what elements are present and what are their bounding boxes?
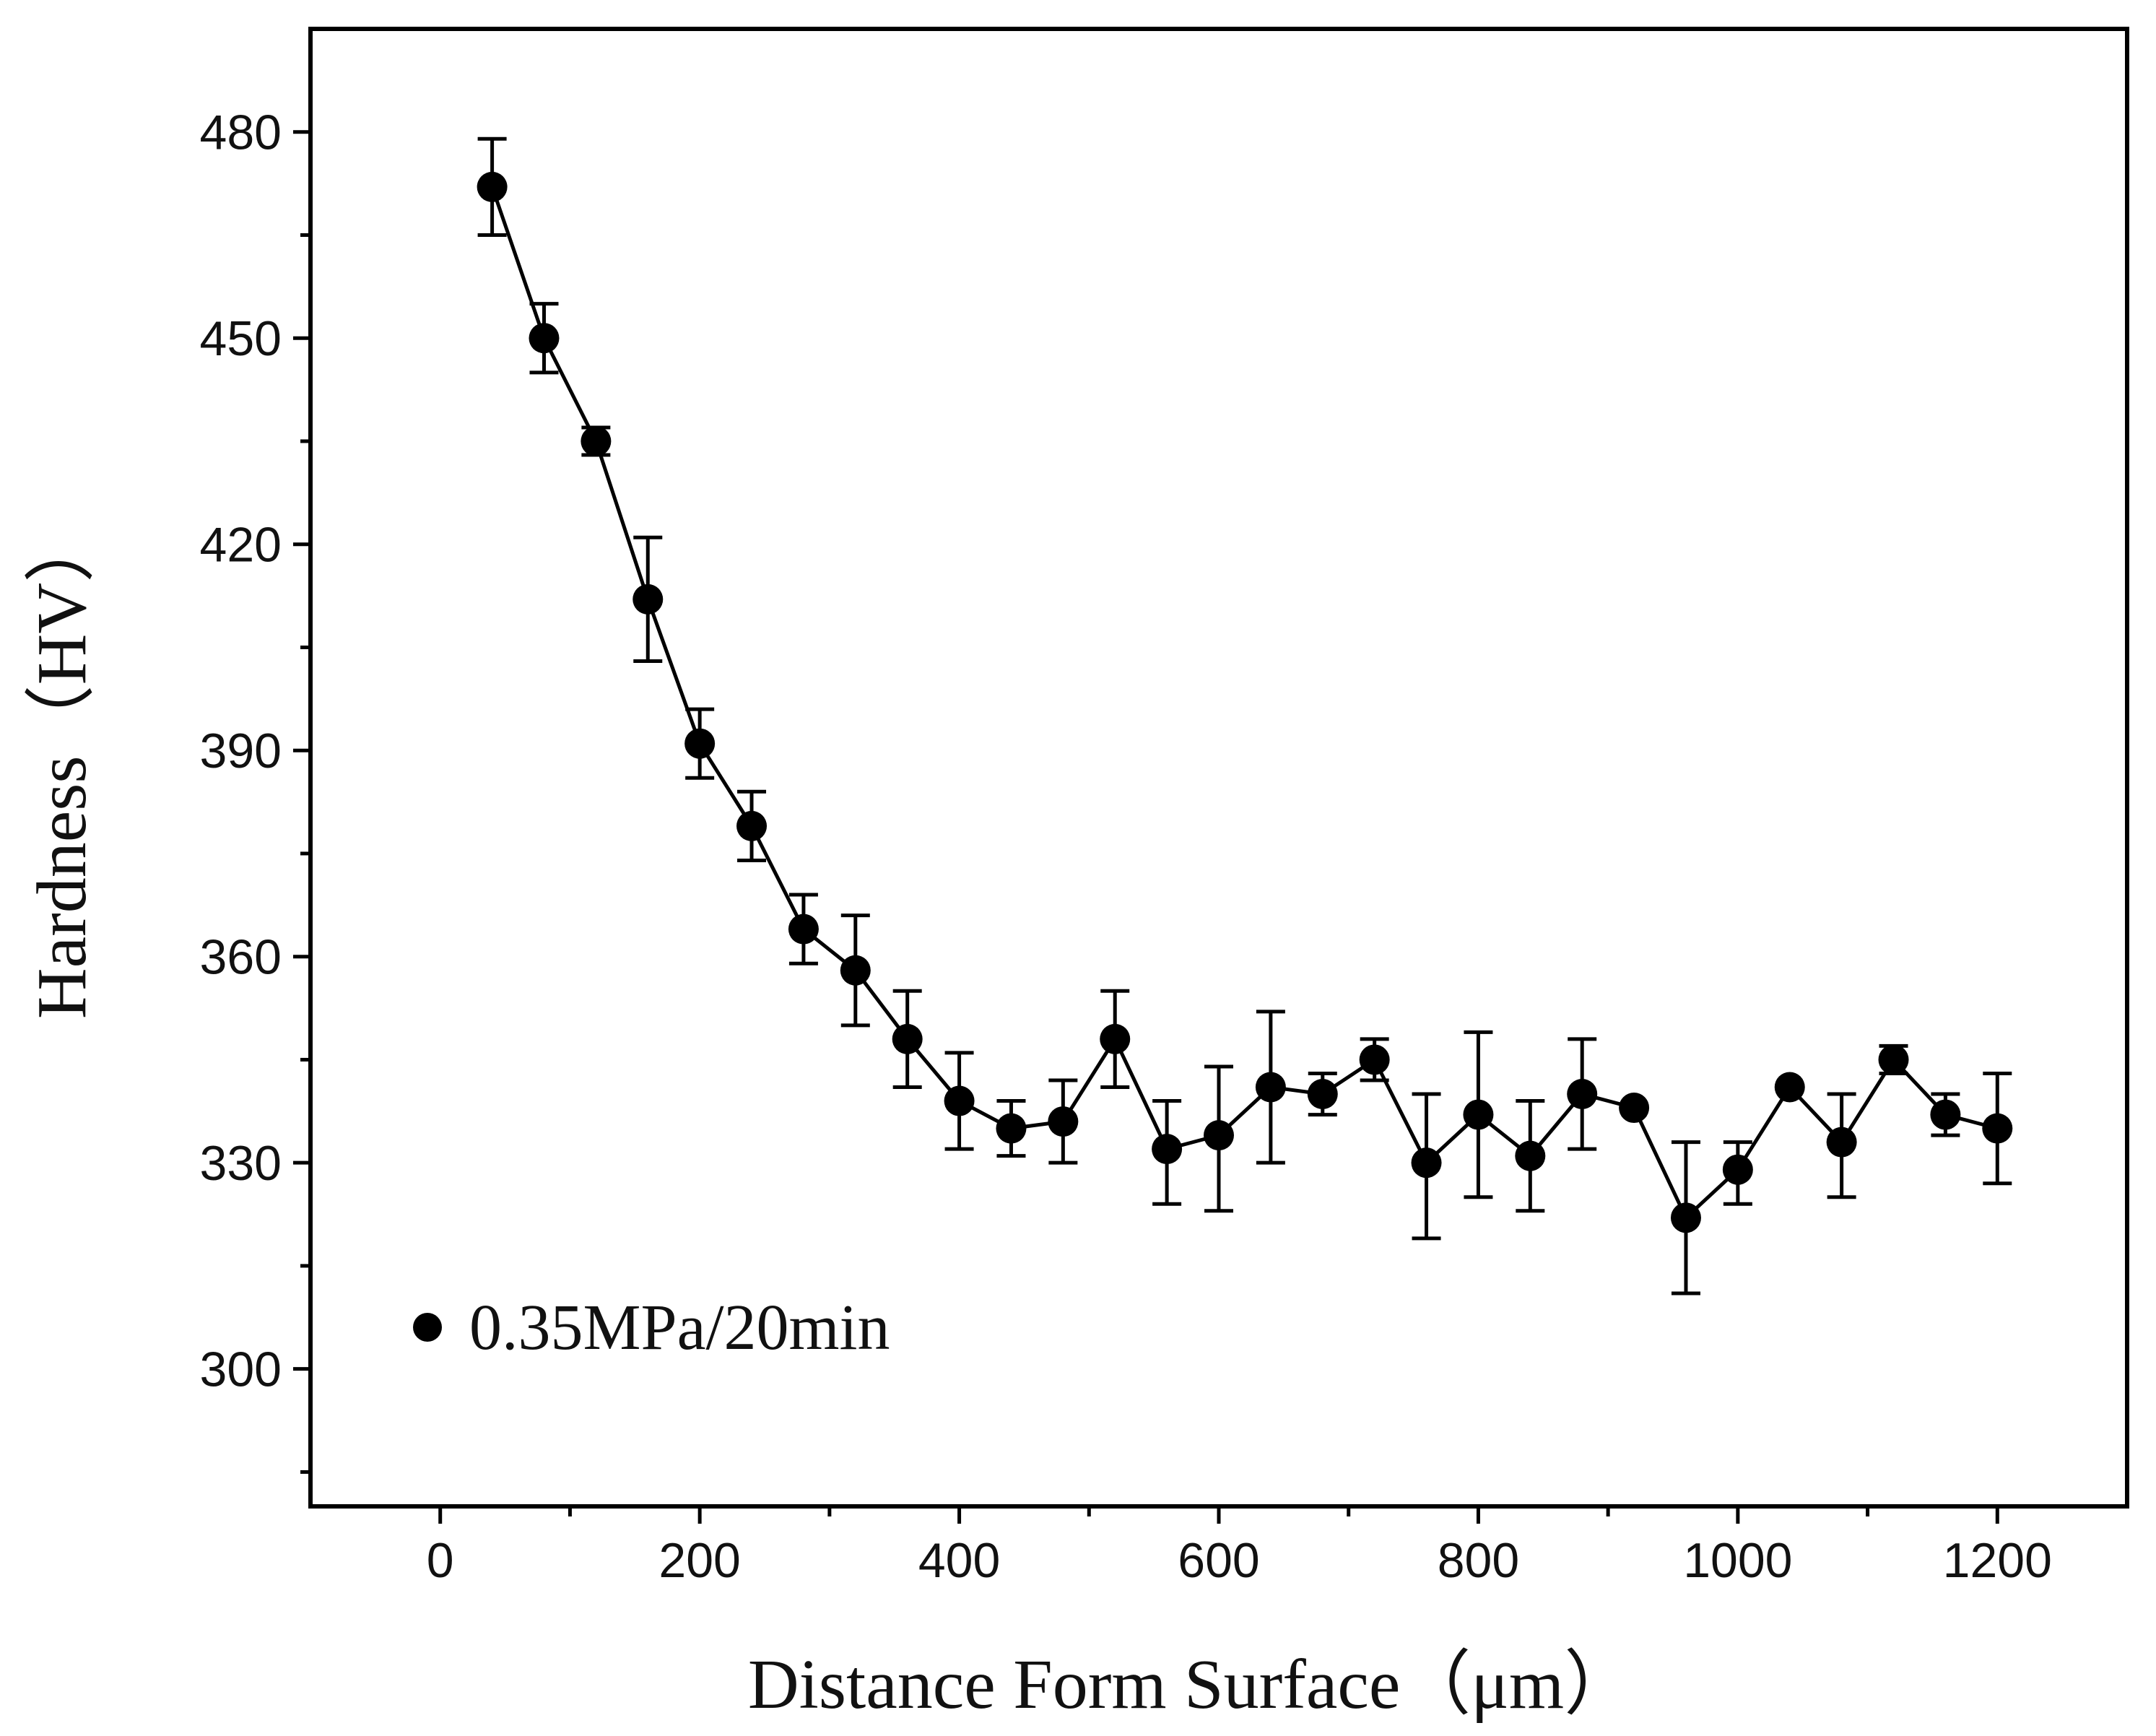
data-point [1204,1120,1234,1151]
y-tick-label: 480 [200,105,282,160]
y-tick-label: 360 [200,930,282,985]
y-tick-label: 330 [200,1136,282,1191]
data-point [1878,1044,1909,1075]
data-point [1826,1127,1857,1158]
data-point [1930,1099,1961,1130]
x-axis-tick-labels: 0 200 400 600 800 1000 1200 [427,1533,2052,1588]
data-point [1255,1072,1286,1103]
x-axis-ticks [438,1506,1999,1524]
data-point [840,955,871,986]
data-point [1359,1044,1390,1075]
data-point [1567,1079,1598,1110]
legend: 0.35MPa/20min [413,1292,890,1363]
legend-label: 0.35MPa/20min [469,1292,890,1363]
x-tick-label: 0 [427,1533,454,1588]
data-point [1048,1106,1079,1137]
y-axis-title: Hardness（HV） [23,512,101,1019]
y-tick-label: 390 [200,724,282,778]
data-point [1774,1072,1805,1103]
x-tick-label: 800 [1438,1533,1519,1588]
data-point [581,425,612,456]
data-point [1411,1147,1442,1179]
data-point [996,1113,1027,1144]
x-tick-label: 600 [1178,1533,1259,1588]
data-point [633,583,664,615]
legend-marker [413,1313,442,1342]
data-point [1463,1099,1494,1130]
x-tick-label: 1200 [1943,1533,2052,1588]
data-point [1100,1023,1131,1054]
x-axis-title: Distance Form Surface（μm） [748,1646,1635,1724]
y-axis-ticks [293,130,310,1474]
y-tick-label: 300 [200,1342,282,1397]
x-tick-label: 200 [658,1533,740,1588]
data-point [1670,1202,1701,1233]
data-point [529,323,560,354]
data-point [1722,1154,1753,1185]
series-polyline [490,186,1998,1220]
data-point [892,1023,923,1054]
data-point [1152,1134,1183,1165]
data-point [944,1085,975,1116]
error-bars [477,136,2012,1296]
y-tick-label: 450 [200,311,282,366]
y-tick-label: 420 [200,518,282,573]
data-point [1982,1113,2013,1144]
data-point [788,913,819,945]
data-point [736,810,768,841]
data-point [477,171,508,202]
data-point [684,728,716,759]
data-point [1619,1093,1650,1124]
y-axis-tick-labels: 300 330 360 390 420 450 480 [200,105,282,1397]
data-markers [477,171,2013,1233]
x-tick-label: 1000 [1683,1533,1792,1588]
data-point [1515,1140,1546,1171]
plot-frame [308,27,2129,1509]
x-tick-label: 400 [918,1533,1000,1588]
data-point [1307,1079,1338,1110]
series-line [490,186,1998,1220]
